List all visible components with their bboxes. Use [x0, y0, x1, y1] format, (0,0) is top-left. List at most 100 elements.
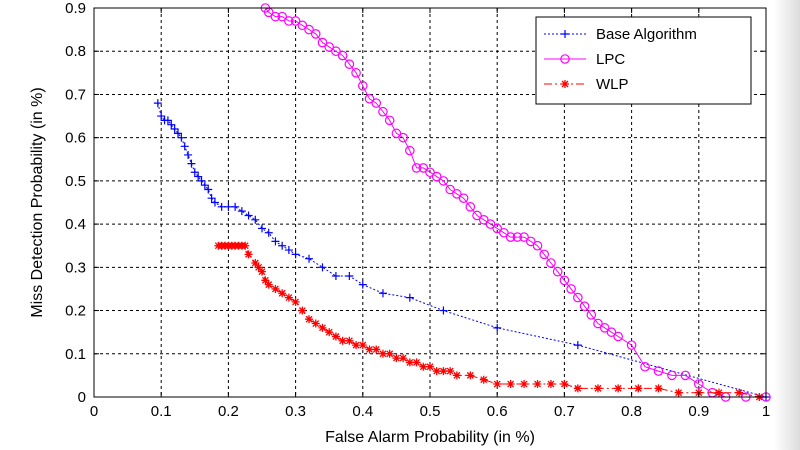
- data-point: [190, 168, 199, 177]
- data-point: [560, 54, 570, 64]
- data-point: [284, 16, 294, 26]
- data-point: [680, 370, 691, 381]
- data-point: [231, 202, 240, 211]
- data-point: [425, 167, 435, 178]
- data-point: [311, 319, 320, 328]
- y-axis-label: Miss Detection Probability (in %): [29, 87, 46, 317]
- data-point: [586, 310, 597, 320]
- data-point: [207, 194, 216, 203]
- data-point: [418, 163, 429, 173]
- data-point: [493, 380, 502, 389]
- data-point: [560, 380, 569, 389]
- data-point: [217, 202, 226, 211]
- data-point: [324, 42, 334, 52]
- legend: Base Algorithm LPC WLP: [535, 16, 752, 105]
- x-tick-label: 0.4: [352, 403, 373, 420]
- data-point: [344, 59, 355, 69]
- data-point: [251, 259, 260, 268]
- series-base-algorithm: [153, 99, 770, 401]
- data-point: [163, 116, 172, 125]
- data-point: [180, 142, 189, 151]
- series-wlp: [214, 241, 764, 401]
- data-point: [573, 292, 583, 303]
- data-point: [525, 236, 536, 247]
- data-point: [532, 240, 543, 251]
- data-point: [579, 301, 590, 312]
- data-point: [325, 328, 334, 337]
- data-point: [419, 362, 428, 371]
- data-point: [264, 228, 273, 237]
- data-point: [310, 29, 321, 39]
- x-tick-label: 0.3: [285, 403, 306, 420]
- data-point: [291, 297, 300, 306]
- x-tick-label: 0.7: [554, 403, 575, 420]
- data-point: [446, 367, 455, 376]
- data-point: [271, 284, 280, 293]
- legend-label: LPC: [596, 51, 625, 68]
- data-point: [331, 332, 340, 341]
- data-point: [364, 93, 375, 104]
- data-point: [278, 241, 287, 250]
- data-point: [305, 254, 314, 263]
- data-point: [204, 185, 213, 194]
- data-point: [237, 207, 246, 216]
- x-tick-label: 1: [762, 403, 770, 420]
- data-point: [372, 345, 381, 354]
- y-tick-label: 0.8: [65, 43, 86, 60]
- data-point: [714, 388, 723, 397]
- data-point: [546, 258, 556, 268]
- data-point: [384, 115, 395, 126]
- data-point: [345, 271, 354, 280]
- data-point: [432, 367, 441, 376]
- data-point: [197, 176, 206, 185]
- data-point: [318, 323, 327, 332]
- data-point: [258, 224, 266, 233]
- x-tick-label: 0.9: [688, 403, 709, 420]
- data-point: [479, 375, 488, 384]
- data-point: [573, 341, 582, 350]
- y-tick-label: 0.9: [65, 0, 86, 17]
- data-point: [358, 341, 367, 350]
- data-point: [391, 128, 402, 139]
- data-point: [559, 275, 570, 286]
- data-point: [345, 336, 354, 345]
- data-point: [337, 50, 348, 61]
- data-point: [251, 215, 260, 224]
- legend-box: [535, 16, 752, 105]
- data-point: [244, 250, 253, 259]
- y-tick-label: 0.6: [65, 130, 86, 147]
- data-point: [398, 132, 408, 143]
- data-point: [405, 145, 415, 156]
- data-point: [258, 267, 266, 276]
- y-tick-label: 0.3: [65, 259, 86, 276]
- data-point: [458, 193, 469, 203]
- data-point: [291, 250, 300, 259]
- data-point: [512, 232, 523, 242]
- x-tick-label: 0.5: [420, 403, 441, 420]
- x-tick-label: 0.1: [151, 403, 172, 420]
- data-point: [378, 106, 388, 117]
- y-tick-label: 0.7: [65, 86, 86, 103]
- legend-label: WLP: [596, 76, 629, 93]
- data-point: [270, 11, 281, 22]
- x-tick-label: 0.6: [487, 403, 508, 420]
- data-point: [693, 379, 704, 389]
- data-point: [194, 172, 203, 181]
- data-point: [157, 112, 166, 121]
- data-point: [519, 232, 529, 242]
- data-point: [254, 263, 263, 272]
- data-point: [187, 159, 196, 168]
- data-point: [520, 380, 529, 389]
- data-point: [264, 280, 273, 289]
- data-point: [338, 336, 347, 345]
- data-point: [626, 340, 637, 350]
- data-point: [735, 388, 744, 397]
- data-point: [552, 266, 563, 277]
- axis-ticks: 0 0.1 0.2 0.3 0.4 0.5 0.6 0.7 0.8 0.9 1 0 0.1 0.2 0.3 0…: [65, 0, 770, 420]
- data-point: [653, 366, 664, 376]
- data-point: [445, 184, 455, 195]
- data-point: [284, 246, 293, 255]
- data-point: [561, 80, 569, 88]
- data-point: [365, 345, 374, 354]
- data-point: [399, 354, 408, 363]
